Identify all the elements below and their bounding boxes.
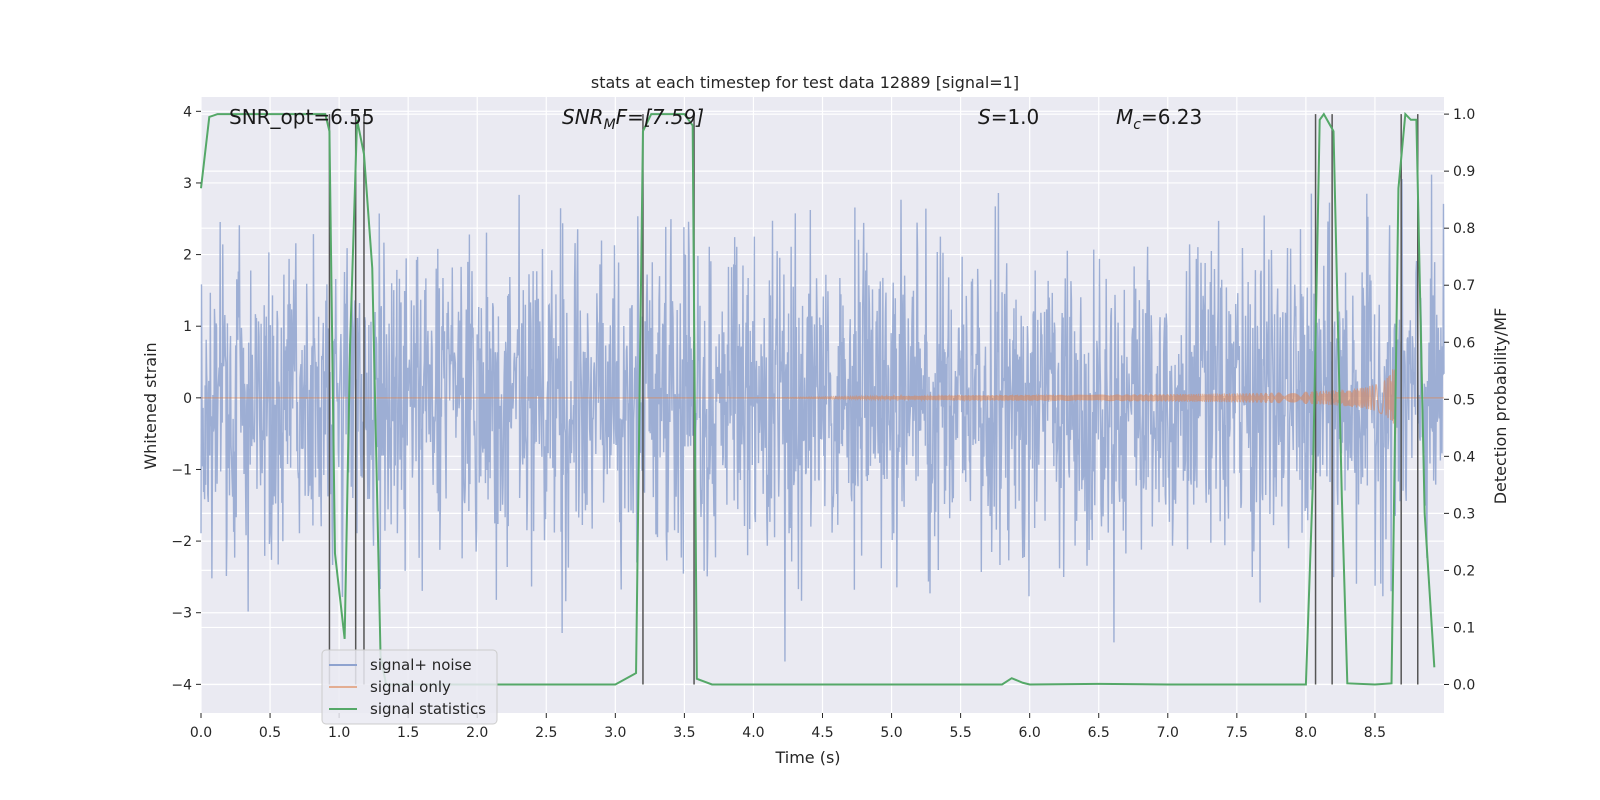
legend-label-signal-noise: signal+ noise: [370, 656, 472, 674]
annotation-s-rest: =1.0: [991, 105, 1040, 129]
annotation-snr-mf-sub: M: [604, 117, 616, 133]
x-tick-label: 8.5: [1364, 725, 1386, 741]
y-axis-label-left: Whitened strain: [141, 342, 160, 469]
signal-noise-series: [200, 174, 1445, 662]
signal-noise-line: [200, 174, 1445, 662]
x-axis-label: Time (s): [774, 748, 840, 767]
axis-ticks: 0.0 0.5 1.0 1.5 2.0 2.5 3.0 3.5 4.0 4.5 5.0 5.5 6.0 6…: [171, 104, 1475, 741]
x-tick-label: 6.5: [1088, 725, 1110, 741]
signal-only-series: [201, 368, 1444, 435]
x-tick-label: 5.0: [880, 725, 902, 741]
y-tick-label-right: 0.7: [1453, 278, 1475, 294]
annotation-snr-mf: SNRMF=[7.59]: [562, 105, 704, 133]
legend-label-signal-only: signal only: [370, 678, 451, 696]
annotation-snr-mf-rest: F=[7.59]: [616, 105, 704, 129]
y-tick-label-right: 0.1: [1453, 620, 1475, 636]
y-tick-label-right: 0.3: [1453, 506, 1475, 522]
signal-only-line: [201, 368, 1444, 435]
x-tick-label: 2.0: [466, 725, 488, 741]
legend-label-signal-statistics: signal statistics: [370, 700, 486, 718]
legend-box: [321, 649, 498, 725]
y-tick-label-right: 0.5: [1453, 392, 1475, 408]
y-tick-label-left: −1: [171, 462, 192, 478]
annotation-mc-var: M: [1116, 105, 1133, 129]
y-tick-label-right: 0.8: [1453, 221, 1475, 237]
y-tick-label-right: 0.4: [1453, 449, 1475, 465]
annotation-snr-mf-var: SNR: [562, 105, 604, 129]
y-tick-label-right: 1.0: [1453, 107, 1475, 123]
y-tick-label-left: 3: [183, 176, 192, 192]
y-tick-label-right: 0.2: [1453, 563, 1475, 579]
y-tick-label-left: −2: [171, 534, 192, 550]
annotation-s: S=1.0: [978, 105, 1039, 129]
x-tick-label: 6.0: [1019, 725, 1041, 741]
y-tick-label-right: 0.9: [1453, 164, 1475, 180]
y-tick-label-left: 2: [183, 248, 192, 264]
x-tick-label: 7.5: [1226, 725, 1248, 741]
y-tick-label-left: −4: [171, 677, 192, 693]
annotation-mc: Mc=6.23: [1116, 105, 1202, 133]
y-axis-label-right: Detection probability/MF: [1491, 308, 1510, 505]
x-tick-label: 4.5: [811, 725, 833, 741]
x-tick-label: 0.0: [190, 725, 212, 741]
y-tick-label-right: 0.6: [1453, 335, 1475, 351]
annotation-snr-opt: SNR_opt=6.55: [229, 105, 375, 129]
x-tick-label: 1.0: [328, 725, 350, 741]
annotation-s-var: S: [978, 105, 991, 129]
annotation-mc-rest: =6.23: [1141, 105, 1202, 129]
x-tick-label: 5.5: [949, 725, 971, 741]
chart-title: stats at each timestep for test data 128…: [591, 73, 1019, 92]
x-tick-label: 3.0: [604, 725, 626, 741]
legend: signal+ noise signal only signal statist…: [321, 649, 498, 725]
signal-statistics-line: [200, 111, 1436, 686]
y-tick-label-left: 4: [183, 104, 192, 120]
y-tick-label-left: 1: [183, 319, 192, 335]
signal-statistics-series: [200, 111, 1436, 686]
x-tick-label: 0.5: [259, 725, 281, 741]
x-tick-label: 3.5: [673, 725, 695, 741]
x-tick-label: 2.5: [535, 725, 557, 741]
x-tick-label: 8.0: [1295, 725, 1317, 741]
x-tick-label: 7.0: [1157, 725, 1179, 741]
annotation-mc-sub: c: [1133, 117, 1141, 133]
y-tick-label-right: 0.0: [1453, 677, 1475, 693]
y-tick-label-left: −3: [171, 606, 192, 622]
x-tick-label: 4.0: [742, 725, 764, 741]
x-tick-label: 1.5: [397, 725, 419, 741]
y-tick-label-left: 0: [183, 391, 192, 407]
